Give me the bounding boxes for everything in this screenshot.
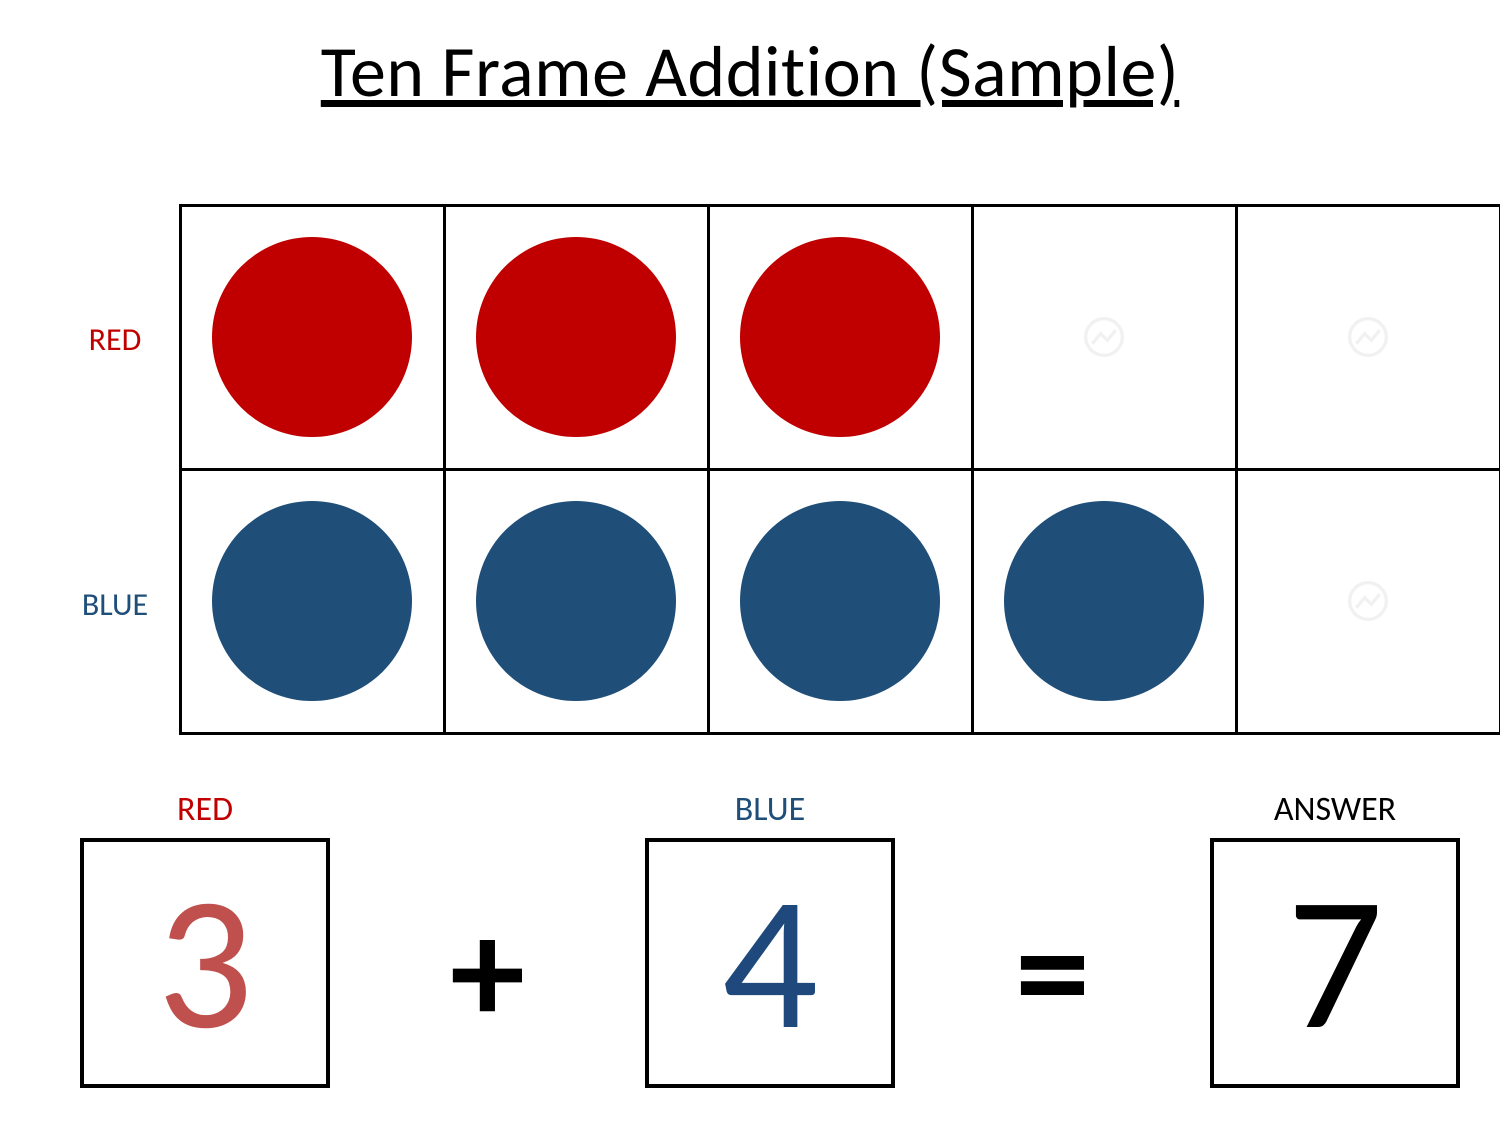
ten-frame-cell (179, 468, 446, 735)
placeholder-icon (1084, 317, 1124, 357)
page-title: Ten Frame Addition (Sample) (0, 28, 1500, 116)
equation-box-blue: BLUE 4 (645, 790, 895, 1088)
ten-frame-cell (443, 468, 710, 735)
equation-row: RED 3 + BLUE 4 = ANSWER 7 (80, 790, 1460, 1088)
value-box-red: 3 (80, 838, 330, 1088)
row-label-red: RED (60, 320, 170, 359)
blue-dot (740, 501, 940, 701)
ten-frame-cell (443, 204, 710, 471)
red-dot (476, 237, 676, 437)
plus-sign: + (450, 898, 525, 1088)
ten-frame-cell (707, 468, 974, 735)
blue-dot (1004, 501, 1204, 701)
placeholder-icon (1348, 581, 1388, 621)
equation-box-answer: ANSWER 7 (1210, 790, 1460, 1088)
operator-plus: + (450, 850, 525, 1088)
equation-label-blue: BLUE (735, 790, 805, 830)
equals-sign: = (1015, 898, 1090, 1088)
page: Ten Frame Addition (Sample) RED BLUE RED… (0, 0, 1500, 1125)
value-box-blue: 4 (645, 838, 895, 1088)
equation-label-red: RED (177, 790, 233, 830)
ten-frame-cell (1235, 204, 1500, 471)
placeholder-icon (1348, 317, 1388, 357)
red-dot (212, 237, 412, 437)
equation-box-red: RED 3 (80, 790, 330, 1088)
ten-frame-grid (180, 205, 1500, 733)
ten-frame-cell (1235, 468, 1500, 735)
ten-frame-cell (971, 204, 1238, 471)
ten-frame-cell (971, 468, 1238, 735)
blue-dot (476, 501, 676, 701)
value-blue: 4 (722, 868, 818, 1058)
ten-frame-cell (707, 204, 974, 471)
red-dot (740, 237, 940, 437)
value-answer: 7 (1287, 868, 1383, 1058)
value-box-answer: 7 (1210, 838, 1460, 1088)
blue-dot (212, 501, 412, 701)
operator-equals: = (1015, 850, 1090, 1088)
ten-frame-cell (179, 204, 446, 471)
value-red: 3 (157, 868, 253, 1058)
equation-label-answer: ANSWER (1274, 790, 1396, 830)
row-label-blue: BLUE (60, 585, 170, 624)
ten-frame: RED BLUE (180, 205, 1500, 733)
